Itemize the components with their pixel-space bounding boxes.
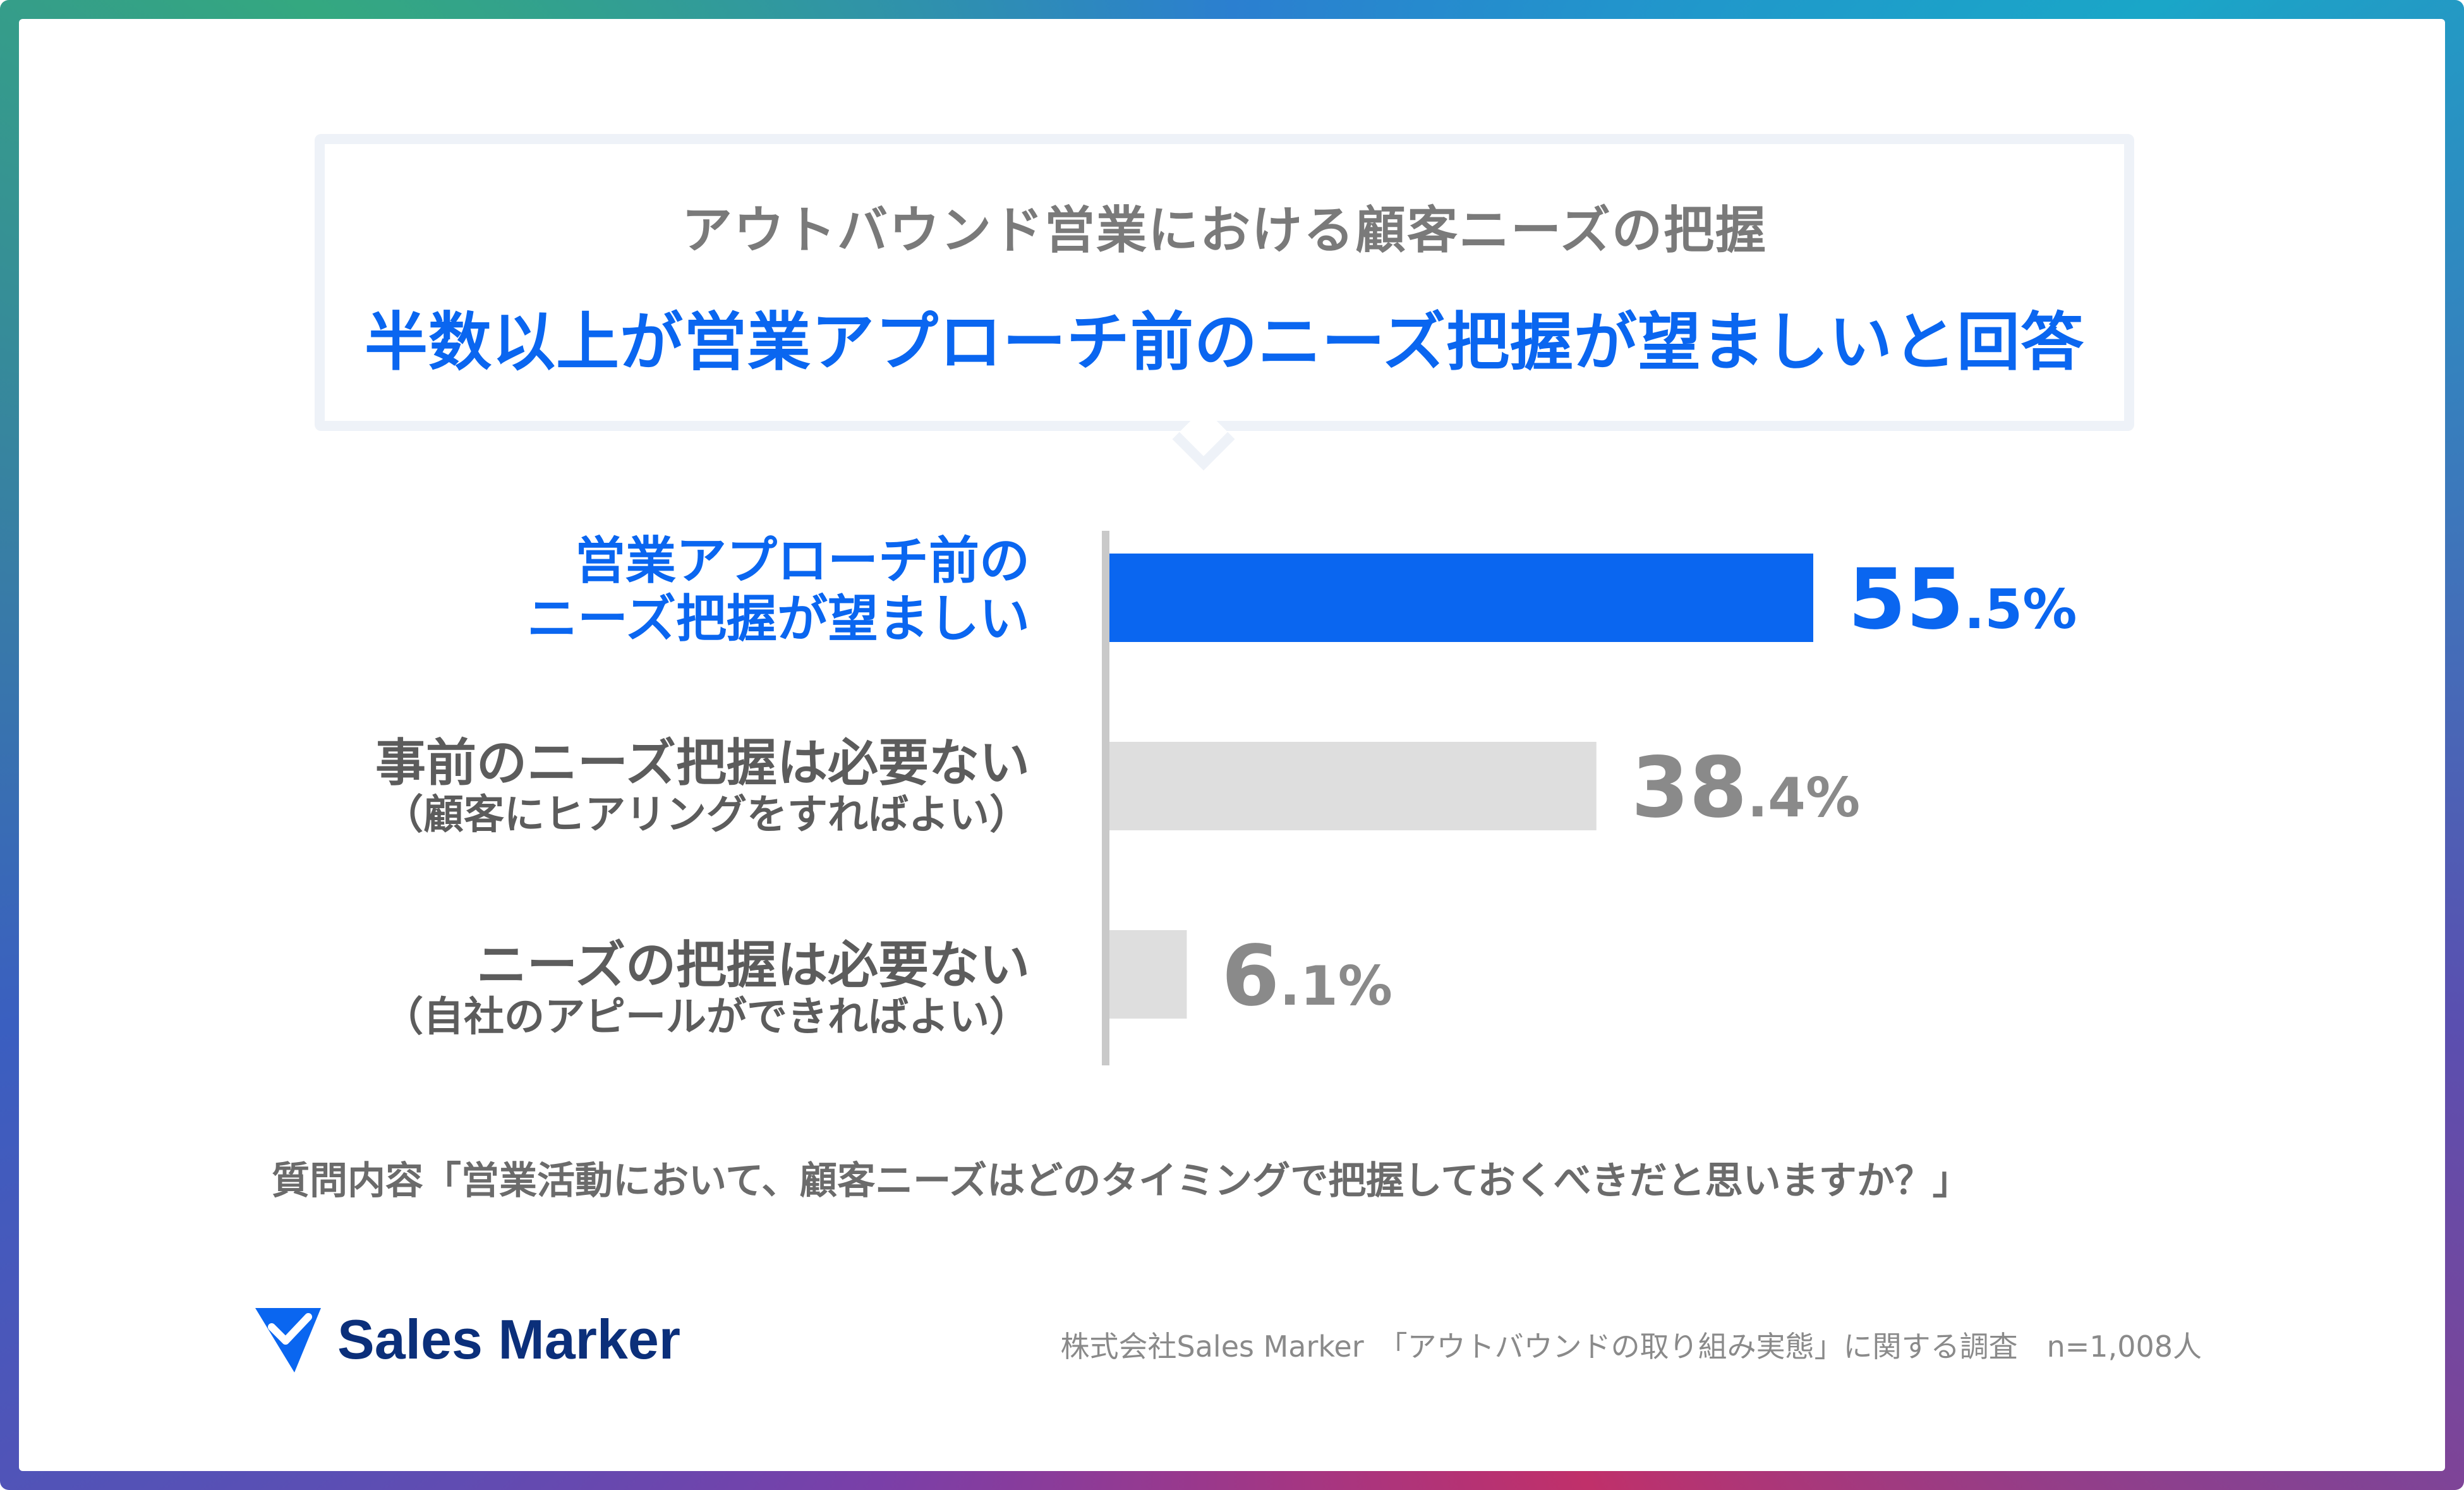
value-label-2-int: 6 — [1221, 928, 1279, 1025]
value-label-1-int: 38 — [1631, 739, 1748, 837]
category-label-0: 営業アプローチ前の ニーズ把握が望ましい — [527, 532, 1030, 648]
value-label-0: 55.5% — [1848, 551, 2077, 648]
bar-2 — [1109, 930, 1187, 1019]
value-label-0-dec: .5% — [1964, 578, 2077, 641]
title-callout — [315, 134, 2134, 431]
category-label-1: 事前のニーズ把握は必要ない （顧客にヒアリングをすればよい） — [375, 734, 1030, 839]
category-label-0-line1: 営業アプローチ前の — [575, 531, 1030, 590]
category-label-1-line1: 事前のニーズ把握は必要ない — [375, 734, 1030, 792]
category-label-2: ニーズの把握は必要ない （自社のアピールができればよい） — [383, 936, 1030, 1041]
chart-subtitle: アウトバウンド営業における顧客ニーズの把握 — [682, 201, 1767, 260]
survey-source: 株式会社Sales Marker 「アウトバウンドの取り組み実態」に関する調査 … — [1060, 1329, 2202, 1364]
bar-0 — [1109, 554, 1813, 642]
bar-1 — [1109, 742, 1597, 830]
category-label-2-line2: （自社のアピールができればよい） — [383, 994, 1030, 1041]
sales-marker-logo: Sales Marker — [250, 1302, 680, 1378]
value-label-2-dec: .1% — [1279, 955, 1392, 1018]
logo-text: Sales Marker — [337, 1308, 681, 1371]
value-label-1-dec: .4% — [1747, 766, 1860, 830]
category-label-2-line1: ニーズの把握は必要ない — [476, 936, 1030, 995]
chart-title: 半数以上が営業アプローチ前のニーズ把握が望ましいと回答 — [365, 305, 2084, 379]
survey-question: 質問内容「営業活動において、顧客ニーズはどのタイミングで把握しておくべきだと思い… — [272, 1159, 1971, 1203]
category-axis — [1102, 531, 1109, 1065]
category-label-0-line2: ニーズ把握が望ましい — [527, 590, 1030, 648]
value-label-0-int: 55 — [1848, 551, 1964, 648]
value-label-2: 6.1% — [1221, 928, 1392, 1025]
category-label-1-line2: （顧客にヒアリングをすればよい） — [383, 792, 1030, 839]
value-label-1: 38.4% — [1631, 739, 1860, 837]
logo-mark-icon — [255, 1308, 321, 1372]
